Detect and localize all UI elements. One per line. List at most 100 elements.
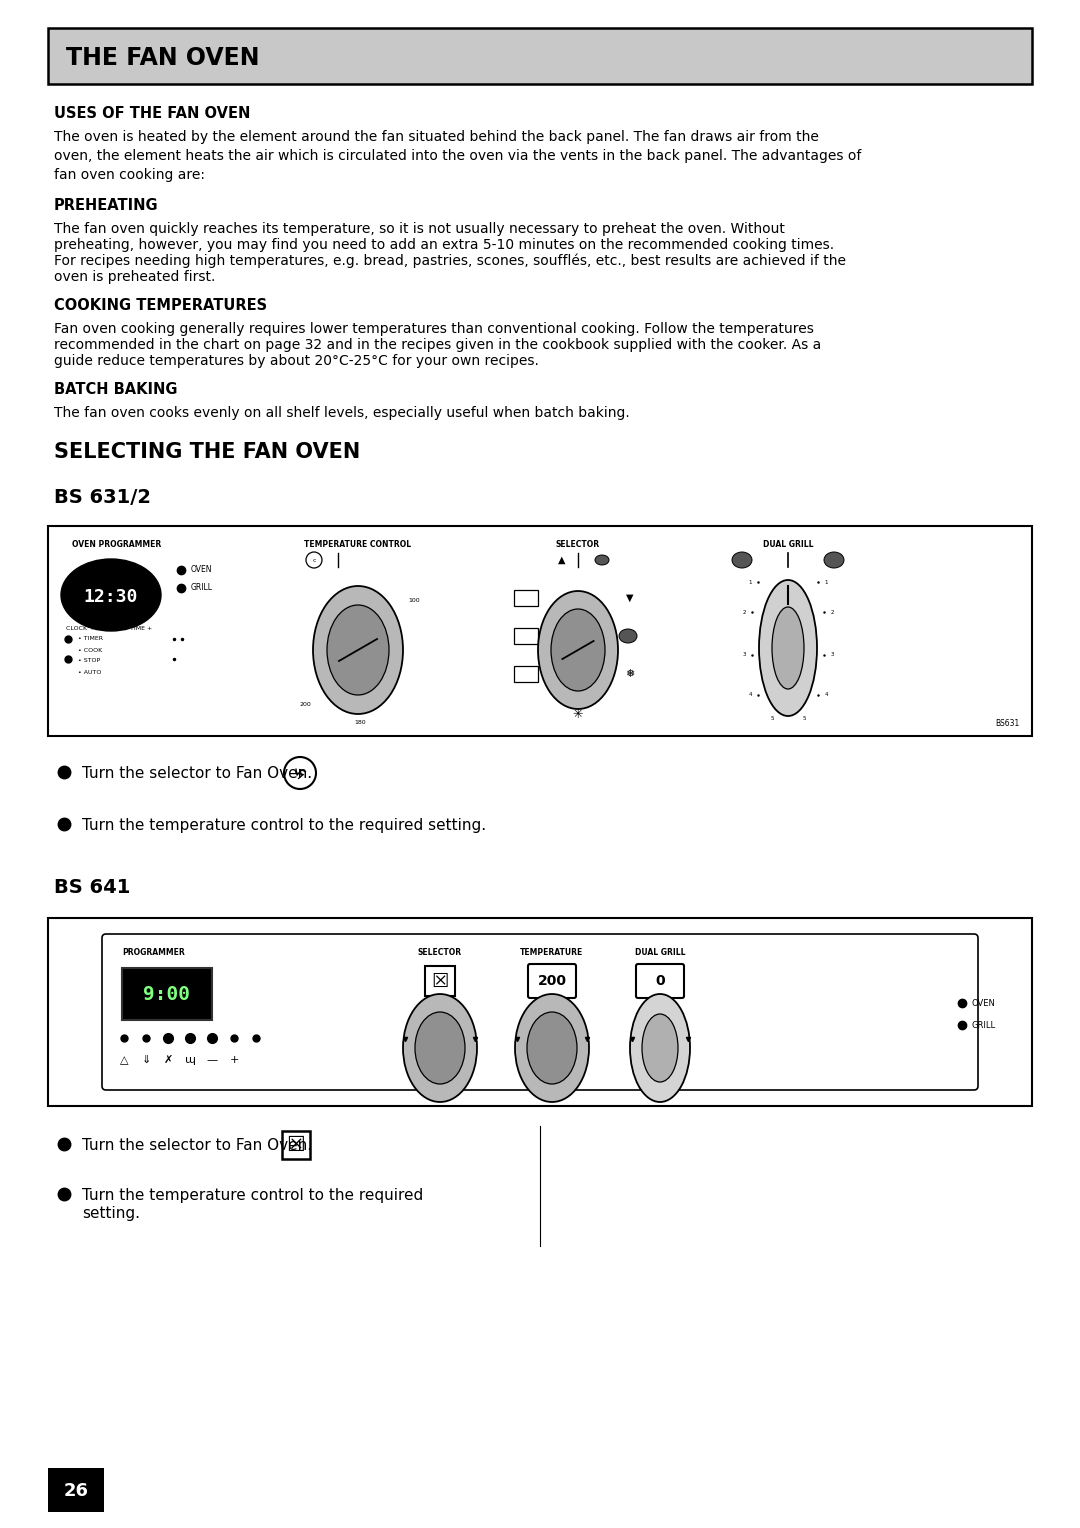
Ellipse shape bbox=[642, 1015, 678, 1082]
Text: Turn the temperature control to the required: Turn the temperature control to the requ… bbox=[82, 1187, 423, 1203]
Text: BS631: BS631 bbox=[996, 720, 1020, 727]
Text: preheating, however, you may find you need to add an extra 5-10 minutes on the r: preheating, however, you may find you ne… bbox=[54, 238, 834, 252]
Ellipse shape bbox=[759, 581, 816, 717]
Text: 5: 5 bbox=[802, 715, 806, 721]
Text: ▲: ▲ bbox=[558, 555, 566, 565]
Text: GRILL: GRILL bbox=[972, 1021, 996, 1030]
FancyBboxPatch shape bbox=[102, 934, 978, 1089]
Bar bbox=[426, 966, 455, 996]
Text: △: △ bbox=[120, 1054, 129, 1065]
Text: SELECTOR: SELECTOR bbox=[418, 947, 462, 957]
Text: GRILL: GRILL bbox=[191, 584, 213, 593]
Bar bbox=[514, 628, 538, 643]
Text: The fan oven quickly reaches its temperature, so it is not usually necessary to : The fan oven quickly reaches its tempera… bbox=[54, 222, 785, 235]
Text: CLOCK  MANUAL    - TIME +: CLOCK MANUAL - TIME + bbox=[66, 626, 152, 631]
Text: oven is preheated first.: oven is preheated first. bbox=[54, 270, 215, 284]
Ellipse shape bbox=[327, 605, 389, 695]
Text: 2: 2 bbox=[742, 610, 746, 614]
Text: OVEN: OVEN bbox=[972, 998, 996, 1007]
Text: SELECTING THE FAN OVEN: SELECTING THE FAN OVEN bbox=[54, 442, 361, 461]
Text: setting.: setting. bbox=[82, 1206, 140, 1221]
Text: +: + bbox=[229, 1054, 239, 1065]
Text: 3: 3 bbox=[831, 652, 834, 657]
Text: 12:30: 12:30 bbox=[84, 588, 138, 607]
Bar bbox=[514, 590, 538, 607]
FancyBboxPatch shape bbox=[528, 964, 576, 998]
Text: ✗: ✗ bbox=[163, 1054, 173, 1065]
Text: The fan oven cooks evenly on all shelf levels, especially useful when batch baki: The fan oven cooks evenly on all shelf l… bbox=[54, 406, 630, 420]
Text: BS 641: BS 641 bbox=[54, 879, 131, 897]
Text: THE FAN OVEN: THE FAN OVEN bbox=[66, 46, 259, 70]
Text: For recipes needing high temperatures, e.g. bread, pastries, scones, soufflés, e: For recipes needing high temperatures, e… bbox=[54, 254, 846, 269]
Text: COOKING TEMPERATURES: COOKING TEMPERATURES bbox=[54, 298, 267, 313]
Text: ❅: ❅ bbox=[625, 669, 635, 678]
Ellipse shape bbox=[60, 559, 161, 631]
Text: 5: 5 bbox=[770, 715, 773, 721]
Ellipse shape bbox=[619, 630, 637, 643]
Text: BS 631/2: BS 631/2 bbox=[54, 487, 151, 507]
Text: • STOP: • STOP bbox=[78, 659, 100, 663]
Text: USES OF THE FAN OVEN: USES OF THE FAN OVEN bbox=[54, 105, 251, 121]
Ellipse shape bbox=[551, 610, 605, 691]
Text: 0: 0 bbox=[656, 973, 665, 989]
Text: Fan oven cooking generally requires lower temperatures than conventional cooking: Fan oven cooking generally requires lowe… bbox=[54, 322, 814, 336]
Text: 180: 180 bbox=[354, 721, 366, 726]
Text: BATCH BAKING: BATCH BAKING bbox=[54, 382, 177, 397]
Ellipse shape bbox=[824, 552, 843, 568]
Text: DUAL GRILL: DUAL GRILL bbox=[635, 947, 685, 957]
Text: 4: 4 bbox=[748, 692, 752, 697]
Bar bbox=[48, 1468, 104, 1513]
Text: ✳: ✳ bbox=[572, 709, 583, 721]
Text: —: — bbox=[206, 1054, 217, 1065]
Text: OVEN: OVEN bbox=[191, 565, 213, 575]
Text: 200: 200 bbox=[538, 973, 567, 989]
Text: c: c bbox=[312, 558, 315, 562]
Text: ⇓: ⇓ bbox=[141, 1054, 151, 1065]
Bar bbox=[122, 969, 212, 1021]
Ellipse shape bbox=[403, 995, 477, 1102]
Ellipse shape bbox=[515, 995, 589, 1102]
Text: 4: 4 bbox=[824, 692, 827, 697]
Text: 9:00: 9:00 bbox=[144, 984, 190, 1004]
Text: Turn the selector to Fan Oven.: Turn the selector to Fan Oven. bbox=[82, 1138, 312, 1154]
Text: • COOK: • COOK bbox=[78, 648, 103, 652]
Ellipse shape bbox=[595, 555, 609, 565]
Text: ▼: ▼ bbox=[626, 593, 634, 604]
Text: 200: 200 bbox=[300, 703, 312, 707]
Text: 100: 100 bbox=[408, 597, 420, 602]
Ellipse shape bbox=[630, 995, 690, 1102]
Bar bbox=[48, 526, 1032, 736]
Text: OVEN PROGRAMMER: OVEN PROGRAMMER bbox=[72, 539, 161, 549]
Ellipse shape bbox=[732, 552, 752, 568]
Text: ☒: ☒ bbox=[286, 1135, 306, 1155]
Text: guide reduce temperatures by about 20°C-25°C for your own recipes.: guide reduce temperatures by about 20°C-… bbox=[54, 354, 539, 368]
Bar bbox=[282, 1131, 310, 1160]
Ellipse shape bbox=[538, 591, 618, 709]
Bar bbox=[48, 28, 1032, 84]
Text: SELECTOR: SELECTOR bbox=[556, 539, 600, 549]
Text: Turn the selector to Fan Oven.: Turn the selector to Fan Oven. bbox=[82, 766, 312, 781]
Text: 1: 1 bbox=[824, 579, 827, 585]
FancyBboxPatch shape bbox=[636, 964, 684, 998]
Text: ɰ: ɰ bbox=[185, 1054, 195, 1065]
Text: TEMPERATURE: TEMPERATURE bbox=[521, 947, 583, 957]
Text: PREHEATING: PREHEATING bbox=[54, 199, 159, 212]
Ellipse shape bbox=[313, 587, 403, 714]
Text: ☒: ☒ bbox=[431, 972, 449, 990]
Text: • AUTO: • AUTO bbox=[78, 669, 102, 675]
Text: 2: 2 bbox=[831, 610, 834, 614]
Text: 3: 3 bbox=[742, 652, 746, 657]
Text: Turn the temperature control to the required setting.: Turn the temperature control to the requ… bbox=[82, 817, 486, 833]
Text: TEMPERATURE CONTROL: TEMPERATURE CONTROL bbox=[305, 539, 411, 549]
Text: 26: 26 bbox=[64, 1482, 89, 1500]
Text: DUAL GRILL: DUAL GRILL bbox=[762, 539, 813, 549]
Text: 1: 1 bbox=[748, 579, 752, 585]
Ellipse shape bbox=[415, 1012, 465, 1083]
Text: PROGRAMMER: PROGRAMMER bbox=[122, 947, 185, 957]
Bar bbox=[48, 918, 1032, 1106]
Ellipse shape bbox=[772, 607, 804, 689]
Bar bbox=[514, 666, 538, 681]
Ellipse shape bbox=[527, 1012, 577, 1083]
Text: The oven is heated by the element around the fan situated behind the back panel.: The oven is heated by the element around… bbox=[54, 130, 862, 182]
Text: • TIMER: • TIMER bbox=[78, 636, 103, 642]
